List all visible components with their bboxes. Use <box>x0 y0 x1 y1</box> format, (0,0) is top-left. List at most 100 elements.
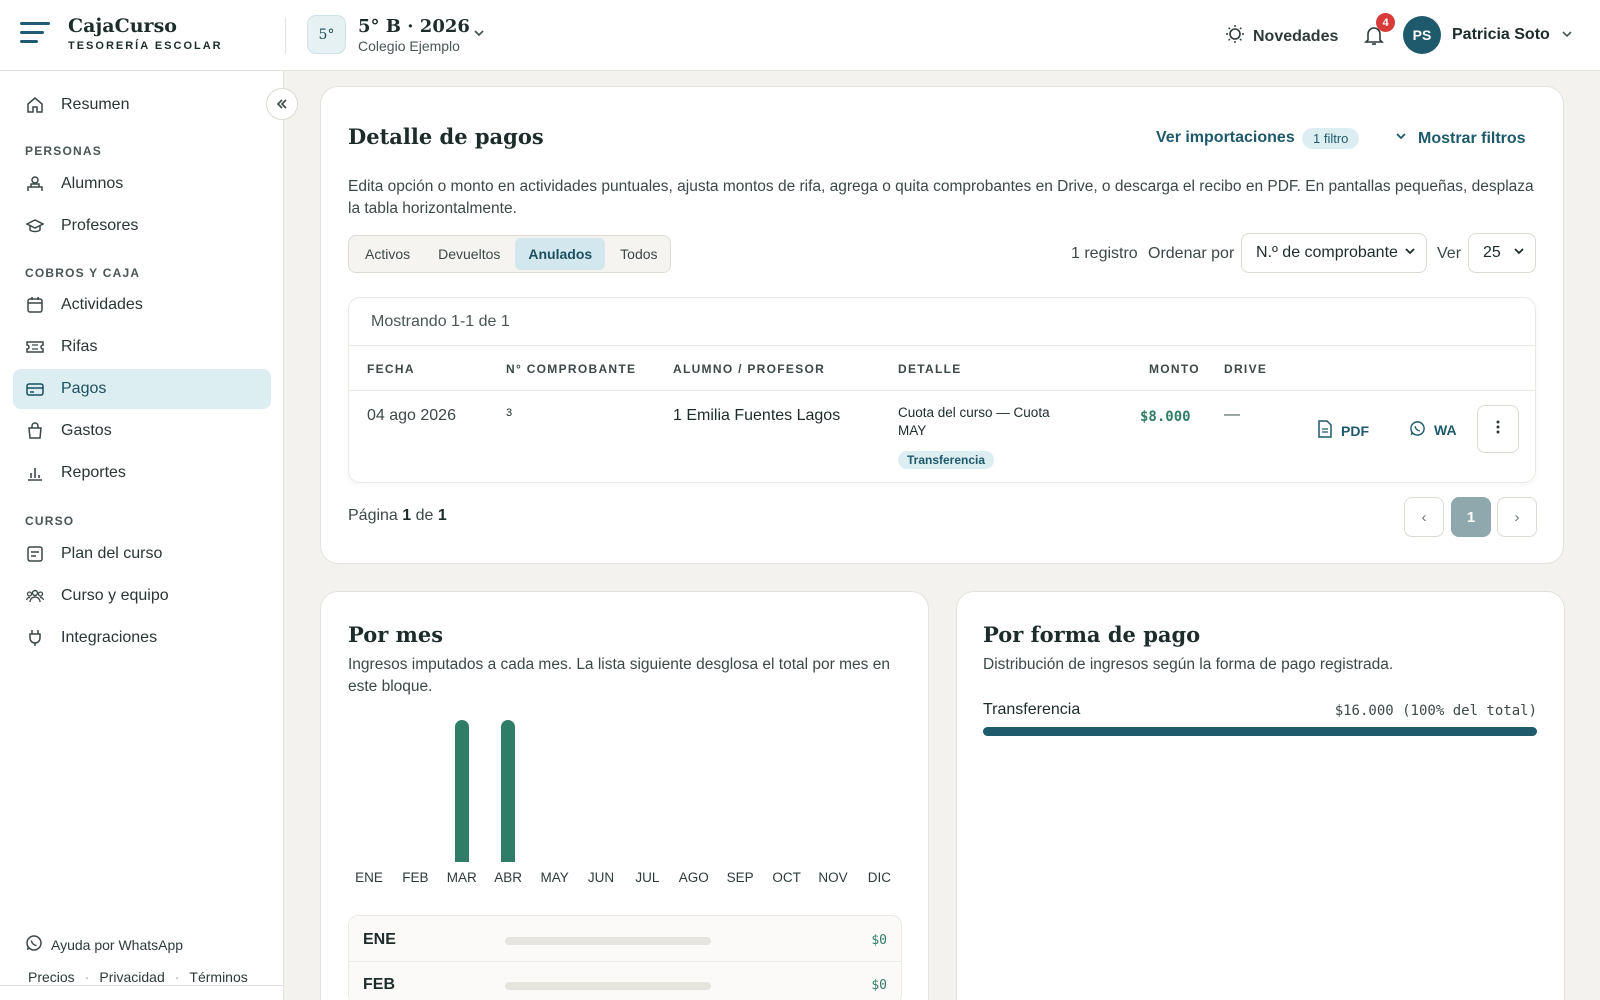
page-total: 1 <box>437 507 447 524</box>
sidebar-item-plan-del-curso[interactable]: Plan del curso <box>13 534 271 574</box>
team-icon <box>26 587 44 605</box>
footer-link-terminos[interactable]: Términos <box>189 969 248 985</box>
double-chevron-left-icon <box>276 99 287 109</box>
sidebar-item-rifas[interactable]: Rifas <box>13 327 271 367</box>
chevron-down-icon[interactable] <box>1561 28 1573 43</box>
student-icon <box>26 175 44 193</box>
sidebar-item-gastos[interactable]: Gastos <box>13 411 271 451</box>
top-bar: CajaCurso TESORERÍA ESCOLAR 5° 5° B · 20… <box>0 0 1600 71</box>
sidebar-item-actividades[interactable]: Actividades <box>13 285 271 325</box>
chart-bar-abr <box>501 720 516 862</box>
payment-method-name: Transferencia <box>983 701 1081 718</box>
avatar[interactable]: PS <box>1403 16 1441 54</box>
whatsapp-icon <box>1409 420 1426 440</box>
sidebar-item-pagos[interactable]: Pagos <box>13 369 271 409</box>
course-badge[interactable]: 5° <box>307 15 346 54</box>
chevron-down-icon <box>1513 244 1525 262</box>
graduation-cap-icon <box>26 217 44 235</box>
divider <box>349 390 1535 391</box>
sidebar-item-integraciones[interactable]: Integraciones <box>13 618 271 658</box>
month-row-bar <box>505 937 711 945</box>
download-pdf-button[interactable]: PDF <box>1317 420 1369 441</box>
next-page-button[interactable]: › <box>1497 497 1537 537</box>
page-prefix: Página <box>348 507 398 524</box>
chevron-down-icon <box>1404 244 1416 262</box>
pdf-label: PDF <box>1341 422 1369 439</box>
chart-axis-label: OCT <box>772 870 801 885</box>
payment-method-bar-fill <box>983 727 1537 736</box>
course-name[interactable]: 5° B · 2026 <box>358 16 470 37</box>
sidebar-item-resumen[interactable]: Resumen <box>13 85 271 125</box>
whatsapp-share-button[interactable]: WA <box>1409 420 1457 440</box>
menu-icon[interactable] <box>20 22 50 46</box>
chart-axis-label: ABR <box>494 870 523 885</box>
order-by-select[interactable]: N.º de comprobante <box>1241 233 1427 273</box>
row-actions-menu-button[interactable] <box>1477 405 1519 453</box>
file-icon <box>1317 420 1333 441</box>
sidebar-item-profesores[interactable]: Profesores <box>13 206 271 246</box>
column-header-comprobante[interactable]: N° COMPROBANTE <box>506 362 637 376</box>
by-payment-method-card <box>956 591 1565 1000</box>
page-info: Página 1 de 1 <box>348 507 447 525</box>
page-number-button[interactable]: 1 <box>1451 497 1491 537</box>
prev-page-button[interactable]: ‹ <box>1404 497 1444 537</box>
column-header-fecha[interactable]: FECHA <box>367 362 415 376</box>
tab-todos[interactable]: Todos <box>620 246 658 262</box>
sidebar-item-curso-y-equipo[interactable]: Curso y equipo <box>13 576 271 616</box>
home-icon <box>26 96 44 114</box>
sidebar-item-reportes[interactable]: Reportes <box>13 453 271 493</box>
page-size-select[interactable]: 25 <box>1468 233 1536 273</box>
by-method-description: Distribución de ingresos según la forma … <box>983 656 1394 673</box>
row-date: 04 ago 2026 <box>367 407 456 424</box>
payment-method-total: $16.000 (100% del total) <box>1334 703 1537 719</box>
tab-anulados[interactable]: Anulados <box>515 238 606 270</box>
news-button[interactable]: Novedades <box>1225 24 1338 49</box>
sidebar-item-label: Gastos <box>61 422 112 439</box>
chart-axis-label: MAY <box>540 870 569 885</box>
sidebar-item-label: Curso y equipo <box>61 587 169 604</box>
record-count: 1 registro <box>1071 245 1138 262</box>
credit-card-icon <box>26 380 44 398</box>
tab-activos[interactable]: Activos <box>365 246 411 262</box>
view-imports-link[interactable]: Ver importaciones <box>1156 129 1295 146</box>
chart-axis-label: MAR <box>446 870 477 885</box>
sidebar-item-label: Resumen <box>61 96 130 113</box>
month-row-bar <box>505 982 711 990</box>
by-month-description: Ingresos imputados a cada mes. La lista … <box>348 656 890 695</box>
row-person[interactable]: 1 Emilia Fuentes Lagos <box>673 407 841 424</box>
page-of: de <box>415 507 434 524</box>
footer-link-privacidad[interactable]: Privacidad <box>99 969 165 985</box>
sidebar-item-label: Plan del curso <box>61 545 163 562</box>
calendar-icon <box>26 296 44 314</box>
page-title: Detalle de pagos <box>348 124 544 149</box>
sidebar-item-label: Profesores <box>61 217 139 234</box>
row-detail-month: MAY <box>898 423 927 438</box>
status-tabs: Activos Devueltos Anulados Todos <box>348 235 671 273</box>
show-filters-button[interactable]: Mostrar filtros <box>1394 129 1526 148</box>
footer-link-precios[interactable]: Precios <box>28 969 75 985</box>
sidebar-item-label: Alumnos <box>61 175 124 192</box>
payment-method-badge: Transferencia <box>898 451 995 469</box>
chart-axis-label: ENE <box>355 870 383 885</box>
filter-count-badge[interactable]: 1 filtro <box>1302 128 1360 149</box>
brand-name[interactable]: CajaCurso <box>68 15 177 37</box>
bell-icon[interactable] <box>1362 23 1386 47</box>
user-name[interactable]: Patricia Soto <box>1452 26 1550 43</box>
collapse-sidebar-button[interactable] <box>266 88 298 120</box>
sidebar: Resumen PERSONAS Alumnos Profesores COBR… <box>0 71 284 1000</box>
column-header-monto[interactable]: MONTO <box>1149 362 1200 376</box>
column-header-alumno[interactable]: ALUMNO / PROFESOR <box>673 362 826 376</box>
row-amount: $8.000 <box>1140 409 1191 425</box>
wa-label: WA <box>1434 422 1457 438</box>
by-method-title: Por forma de pago <box>983 622 1201 647</box>
tab-devueltos[interactable]: Devueltos <box>438 246 501 262</box>
sidebar-section-title: PERSONAS <box>25 144 102 158</box>
chevron-down-icon[interactable] <box>472 26 486 43</box>
row-detail: Cuota del curso — Cuota <box>898 405 1050 420</box>
sidebar-item-alumnos[interactable]: Alumnos <box>13 164 271 204</box>
news-label: Novedades <box>1253 27 1339 45</box>
bar-chart-icon <box>26 464 44 482</box>
order-by-label: Ordenar por <box>1148 245 1235 262</box>
whatsapp-help-link[interactable]: Ayuda por WhatsApp <box>25 934 183 955</box>
lightbulb-icon <box>1225 24 1245 49</box>
